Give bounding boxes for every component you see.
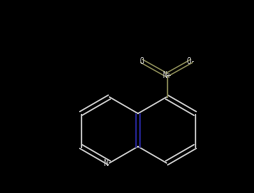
Text: N: N [103,158,107,168]
Text: O-: O- [186,57,195,65]
Text: O: O [139,57,143,65]
Text: N+: N+ [162,70,171,80]
